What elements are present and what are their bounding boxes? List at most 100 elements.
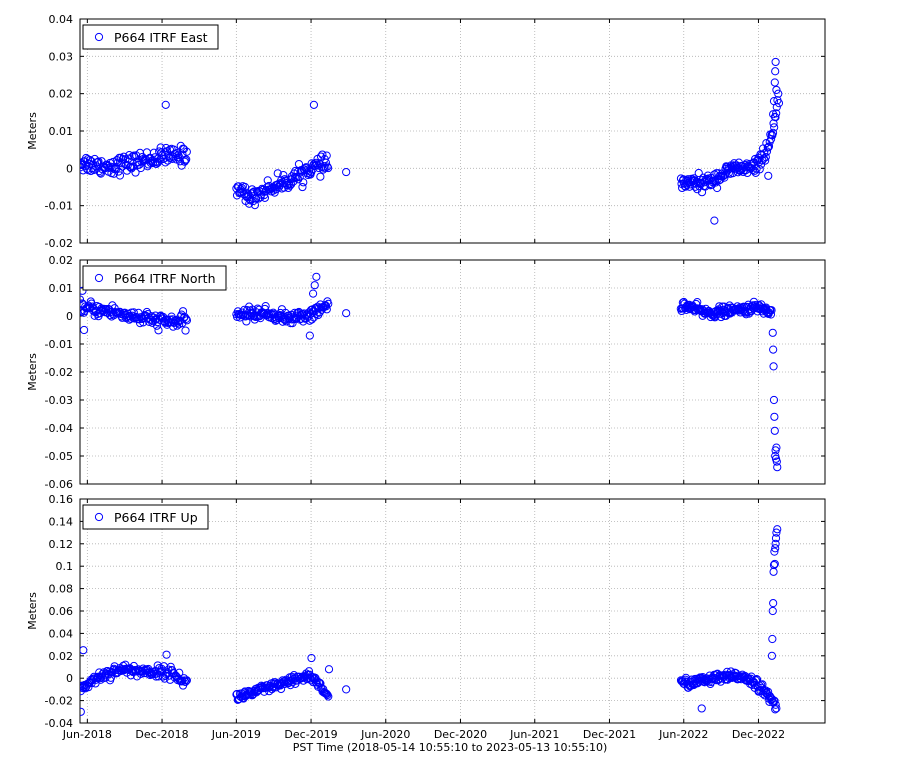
data-point [323, 690, 332, 700]
y-tick-label: 0.1 [56, 560, 74, 573]
data-point [722, 162, 732, 172]
y-tick-label: -0.02 [45, 366, 73, 379]
legend-label: P664 ITRF Up [114, 510, 198, 525]
data-point [130, 152, 139, 161]
data-point [771, 705, 780, 714]
data-point [307, 315, 316, 324]
y-axis-label: Meters [26, 592, 39, 630]
data-point [80, 325, 89, 335]
y-tick-label: 0.04 [49, 627, 74, 640]
data-point [106, 673, 115, 682]
data-point [80, 707, 85, 716]
data-point [182, 147, 191, 156]
y-tick-label: 0.03 [49, 50, 74, 63]
data-point [318, 150, 327, 159]
y-tick-label: -0.04 [45, 422, 73, 435]
data-points [80, 525, 782, 716]
data-point [764, 142, 774, 151]
data-point [175, 668, 184, 677]
legend-marker-icon [94, 32, 104, 42]
data-point [759, 154, 768, 163]
data-point [767, 306, 776, 315]
y-axis-label: Meters [26, 353, 39, 391]
y-axis-label: Meters [26, 112, 39, 150]
data-point [162, 650, 171, 659]
data-point [305, 169, 314, 178]
data-point [322, 689, 331, 699]
data-point [697, 704, 706, 713]
data-point [178, 307, 188, 316]
legend-marker-icon [94, 512, 104, 522]
data-point [774, 89, 783, 98]
data-point [771, 57, 780, 67]
data-point [316, 172, 325, 181]
data-point [769, 110, 778, 119]
data-point [769, 560, 779, 570]
data-point [181, 326, 190, 335]
data-point [683, 175, 693, 184]
x-tick-label: Jun-2019 [211, 728, 261, 741]
data-point [770, 123, 779, 132]
y-tick-label: 0.02 [49, 88, 74, 101]
legend: P664 ITRF North [82, 265, 227, 291]
data-point [181, 156, 190, 165]
x-tick-label: Dec-2019 [284, 728, 337, 741]
data-point [713, 669, 722, 678]
data-point [108, 301, 117, 310]
legend-marker-icon [94, 273, 104, 283]
y-tick-label: 0.08 [49, 583, 74, 596]
x-tick-label: Dec-2018 [135, 728, 188, 741]
y-tick-label: 0.01 [49, 282, 74, 295]
data-point [324, 665, 334, 674]
data-point [720, 173, 729, 182]
x-tick-label: Jun-2020 [360, 728, 410, 741]
data-point [80, 295, 85, 304]
data-point [172, 149, 181, 158]
data-point [324, 163, 333, 173]
y-tick-label: 0.06 [49, 605, 74, 618]
data-point [249, 196, 258, 206]
y-tick-label: 0.04 [49, 13, 74, 26]
data-point [774, 99, 784, 108]
data-point [232, 690, 241, 699]
data-point [772, 704, 781, 713]
data-point [94, 157, 103, 166]
data-point [165, 145, 175, 154]
data-point [173, 318, 182, 327]
y-tick-label: 0.01 [49, 125, 74, 138]
data-point [771, 534, 781, 543]
x-tick-label: Jun-2022 [658, 728, 708, 741]
data-point [770, 559, 779, 569]
data-points [80, 272, 782, 472]
y-tick-label: 0 [66, 310, 73, 323]
data-point [298, 182, 307, 192]
data-point [761, 156, 770, 165]
data-point [771, 700, 780, 709]
data-point [305, 331, 314, 340]
data-point [768, 606, 777, 616]
data-point [273, 169, 282, 178]
legend: P664 ITRF East [82, 24, 219, 50]
data-point [735, 166, 745, 176]
data-point [769, 362, 778, 371]
data-point [769, 395, 779, 405]
data-point [131, 168, 140, 177]
x-tick-label: Dec-2021 [583, 728, 636, 741]
x-axis-tick-labels: Jun-2018 Dec-2018 Jun-2019 Dec-2019 Jun-2020… [62, 728, 785, 741]
data-point [279, 170, 288, 180]
y-tick-label: -0.02 [45, 237, 73, 250]
data-point [278, 179, 287, 188]
east-panel: -0.02 -0.01 0 0.01 0.02 0.03 0.04 Meters P664 IT… [26, 13, 826, 250]
data-point [772, 528, 781, 537]
data-point [767, 651, 777, 660]
data-point [260, 193, 269, 202]
data-point [342, 167, 351, 177]
data-point [342, 685, 351, 694]
legend-label: P664 ITRF North [114, 271, 216, 286]
data-point [108, 163, 117, 172]
data-point [769, 345, 778, 354]
data-point [287, 180, 296, 189]
data-point [755, 165, 764, 174]
data-point [80, 166, 88, 175]
